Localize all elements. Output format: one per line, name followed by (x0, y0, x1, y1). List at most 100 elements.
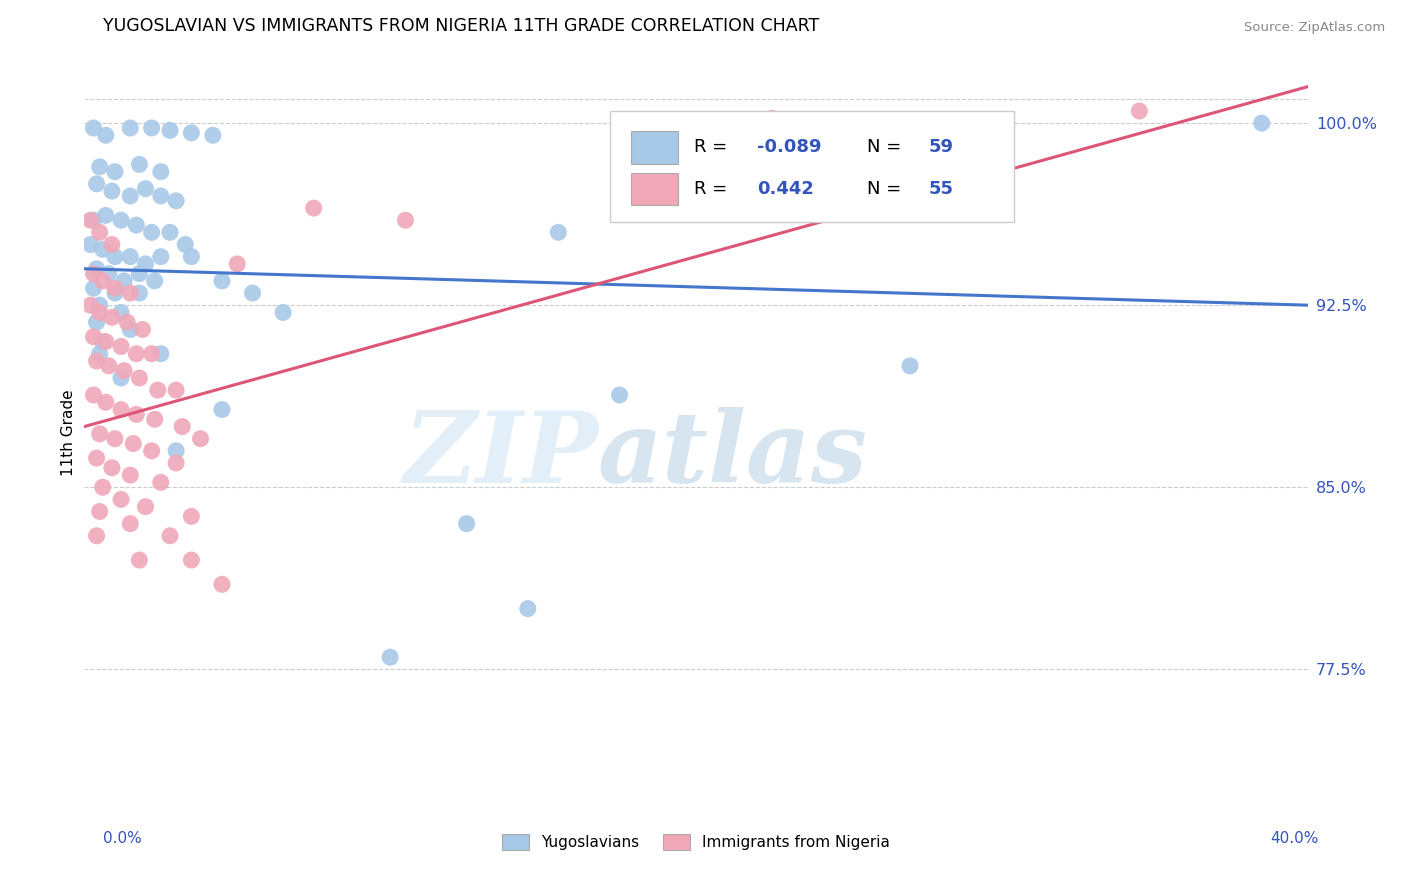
Point (97, 359, 120, 373)
Point (89, 305, 111, 319)
Point (83, 330, 105, 344)
Point (131, 322, 153, 336)
Point (159, 225, 181, 239)
Point (120, 322, 142, 336)
Point (110, 371, 132, 385)
Point (86, 354, 108, 368)
Point (91, 243, 114, 257)
Point (456, 516, 478, 531)
Text: 55: 55 (928, 180, 953, 198)
Text: -0.089: -0.089 (758, 138, 821, 156)
Point (128, 371, 150, 385)
Text: N =: N = (868, 138, 907, 156)
Point (180, 250, 202, 264)
Point (135, 500, 157, 514)
Point (159, 123, 181, 137)
Point (898, 359, 921, 373)
Point (104, 250, 127, 264)
Point (271, 305, 294, 319)
Point (120, 286, 142, 301)
Point (94, 128, 117, 143)
Text: 40.0%: 40.0% (1271, 831, 1319, 846)
Point (120, 120, 142, 135)
Point (394, 213, 416, 227)
Point (83, 213, 105, 227)
Point (141, 120, 163, 135)
Point (112, 274, 135, 288)
Y-axis label: 11th Grade: 11th Grade (60, 389, 76, 476)
Text: N =: N = (868, 180, 907, 198)
Point (380, 650, 402, 665)
Point (86, 177, 108, 191)
Text: R =: R = (693, 180, 738, 198)
Point (86, 529, 108, 543)
Point (91, 274, 114, 288)
Point (120, 250, 142, 264)
Point (110, 213, 132, 227)
Point (101, 460, 124, 475)
Point (83, 281, 105, 295)
Point (97, 267, 120, 281)
Point (110, 492, 132, 507)
Point (149, 250, 172, 264)
Point (125, 408, 148, 422)
Text: Source: ZipAtlas.com: Source: ZipAtlas.com (1244, 21, 1385, 34)
Point (94, 208, 117, 222)
Text: YUGOSLAVIAN VS IMMIGRANTS FROM NIGERIA 11TH GRADE CORRELATION CHART: YUGOSLAVIAN VS IMMIGRANTS FROM NIGERIA 1… (103, 17, 818, 35)
Point (125, 218, 148, 232)
Point (302, 201, 325, 215)
Point (1250, 116, 1272, 130)
Point (135, 257, 157, 271)
Point (149, 164, 172, 178)
Point (547, 225, 569, 239)
Point (172, 419, 194, 434)
Point (120, 516, 142, 531)
Point (101, 184, 124, 198)
FancyBboxPatch shape (610, 111, 1014, 221)
Point (120, 468, 142, 483)
Text: R =: R = (693, 138, 733, 156)
Point (211, 402, 233, 417)
Point (110, 339, 132, 353)
Point (83, 267, 105, 281)
Point (101, 310, 124, 325)
Point (143, 274, 166, 288)
Point (89, 426, 111, 441)
Point (79, 213, 101, 227)
Point (128, 553, 150, 567)
Bar (631, 173, 678, 205)
Point (104, 286, 127, 301)
Point (201, 128, 224, 143)
Point (89, 160, 111, 174)
Point (79, 298, 101, 312)
Point (128, 267, 150, 281)
Point (516, 601, 538, 615)
Point (79, 237, 101, 252)
Point (91, 480, 114, 494)
Legend: Yugoslavians, Immigrants from Nigeria: Yugoslavians, Immigrants from Nigeria (494, 827, 898, 858)
Point (211, 577, 233, 591)
Point (128, 286, 150, 301)
Point (149, 347, 172, 361)
Point (94, 395, 117, 409)
Point (112, 364, 135, 378)
Point (761, 112, 783, 126)
Point (159, 529, 181, 543)
Point (226, 257, 249, 271)
Point (146, 383, 169, 397)
Point (1128, 103, 1150, 118)
Point (165, 194, 187, 208)
Point (89, 298, 111, 312)
Point (104, 164, 127, 178)
Point (89, 225, 111, 239)
Point (149, 189, 172, 203)
Point (174, 237, 197, 252)
Point (104, 432, 127, 446)
Point (115, 315, 138, 329)
Point (86, 261, 108, 276)
Point (190, 432, 212, 446)
Point (180, 126, 202, 140)
Point (180, 553, 202, 567)
Bar (631, 131, 678, 164)
Point (86, 451, 108, 466)
